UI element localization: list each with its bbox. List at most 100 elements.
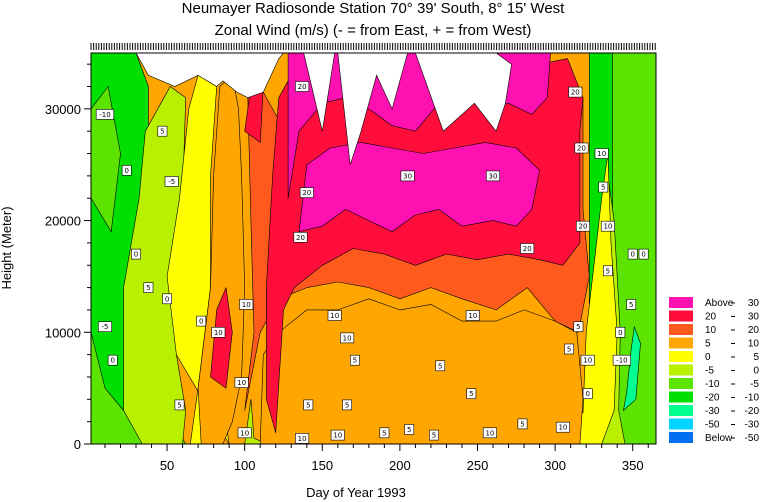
contour-label-text: 20 [302, 189, 311, 197]
contour-label-24: 5 [349, 354, 360, 366]
legend-swatch [669, 391, 693, 403]
x-tick-label: 100 [234, 458, 256, 473]
legend-entry: Below -50 [669, 432, 759, 444]
legend-high-label: -50 [745, 433, 760, 444]
contour-label-box [435, 360, 446, 372]
contour-label-box [239, 299, 254, 310]
contour-label-box [602, 265, 613, 277]
legend-high-label: -30 [745, 420, 760, 431]
contour-label-box [594, 148, 609, 159]
contour-label-box [575, 220, 590, 232]
contour-label-box [98, 321, 113, 333]
contour-label-box [574, 142, 589, 154]
legend-swatch [669, 310, 693, 322]
contour-label-box [164, 176, 179, 187]
y-tick-label: 30000 [45, 102, 81, 117]
legend-low-label: 10 [705, 325, 717, 336]
contour-label-7: -5 [98, 321, 113, 333]
contour-label-box [303, 399, 314, 411]
contour-label-box [379, 427, 390, 439]
contour-label-box [404, 424, 415, 435]
contour-label-text: 10 [343, 334, 352, 342]
plot-area: -10 5 0 -5 0 5 0 -5 0 10 0 10 10 5 10 20 20 20 30 30 20 10 10 1… [91, 53, 656, 444]
contour-label-box [573, 321, 584, 333]
chart-subtitle: Zonal Wind (m/s) (- = from East, + = fro… [215, 22, 532, 39]
contour-label-text: 0 [124, 167, 128, 175]
contour-label-6: 0 [162, 293, 172, 305]
contour-label-49: 0 [582, 388, 593, 400]
contour-label-box [342, 399, 352, 411]
legend-high-label: -10 [745, 393, 760, 404]
contour-label-text: 20 [296, 234, 305, 242]
contour-label-box [340, 332, 355, 344]
contour-label-19: 30 [485, 170, 500, 182]
contour-label-28: 10 [295, 433, 310, 444]
contour-label-box [568, 86, 583, 98]
contour-label-25: 5 [435, 360, 446, 372]
contour-label-31: 5 [404, 424, 415, 435]
y-tick-label: 0 [74, 437, 81, 452]
contour-label-text: 5 [353, 357, 357, 365]
contour-label-36: 10 [555, 421, 570, 433]
contour-label-44: 0 [627, 248, 638, 260]
y-tick-label: 10000 [45, 325, 81, 340]
contour-label-14: 10 [237, 427, 252, 439]
legend-swatch [669, 405, 693, 416]
contour-label-text: -10 [616, 357, 627, 365]
contour-label-box [293, 232, 308, 243]
contour-label-box [485, 170, 500, 182]
contour-label-22: 10 [340, 332, 355, 344]
contour-label-47: 5 [564, 343, 574, 355]
x-tick-label: 200 [389, 458, 411, 473]
contour-label-text: 5 [601, 184, 605, 192]
contour-label-37: 20 [568, 86, 583, 98]
contour-label-text: 10 [242, 301, 251, 309]
chart-title: Neumayer Radiosonde Station 70° 39' Sout… [182, 0, 566, 17]
contour-label-box [211, 326, 226, 338]
contour-label-text: 20 [579, 223, 588, 231]
contour-label-box [196, 315, 207, 327]
x-axis-label: Day of Year 1993 [306, 485, 406, 500]
contour-label-0: -10 [95, 109, 115, 120]
contour-label-13: 5 [174, 399, 185, 411]
contour-label-box [580, 354, 595, 366]
contour-label-21: 10 [327, 310, 342, 321]
contour-label-text: -5 [102, 323, 109, 331]
contour-region-3 [612, 53, 656, 444]
legend-high-label: 20 [748, 325, 760, 336]
contour-label-box [131, 248, 141, 260]
contour-label-text: 0 [134, 251, 138, 259]
contour-label-text: 30 [403, 172, 412, 180]
legend-swatch [669, 324, 693, 335]
contour-label-box [157, 125, 168, 137]
contour-label-box [517, 418, 528, 430]
contour-label-box [615, 326, 626, 338]
contour-label-text: 20 [523, 245, 532, 253]
x-tick-label: 350 [622, 458, 644, 473]
contour-label-30: 5 [379, 427, 390, 439]
missing-data-region-0 [135, 53, 284, 99]
legend-low-label: -5 [705, 366, 714, 377]
contour-label-text: 5 [160, 128, 164, 136]
y-tick-label: 20000 [45, 214, 81, 229]
contour-label-38: 20 [574, 142, 589, 154]
contour-region-14 [259, 298, 584, 444]
contour-region-20 [298, 142, 540, 232]
contour-label-39: 10 [594, 148, 609, 159]
contour-label-box [295, 433, 310, 444]
contour-label-text: 5 [469, 390, 473, 398]
contour-label-text: 20 [577, 145, 586, 153]
legend-high-label: -5 [750, 379, 759, 390]
contour-label-text: 5 [146, 284, 150, 292]
legend-entry: 5 10 [669, 337, 759, 350]
contour-label-text: 5 [382, 429, 386, 437]
legend-entry: Above 30 [669, 297, 759, 309]
contour-label-4: 0 [131, 248, 141, 260]
contour-label-29: 10 [330, 429, 345, 441]
legend-low-label: Above [705, 298, 734, 309]
legend-entry: -5 0 [669, 364, 759, 377]
contour-label-3: -5 [164, 176, 179, 187]
contour-label-46: 5 [573, 321, 584, 333]
